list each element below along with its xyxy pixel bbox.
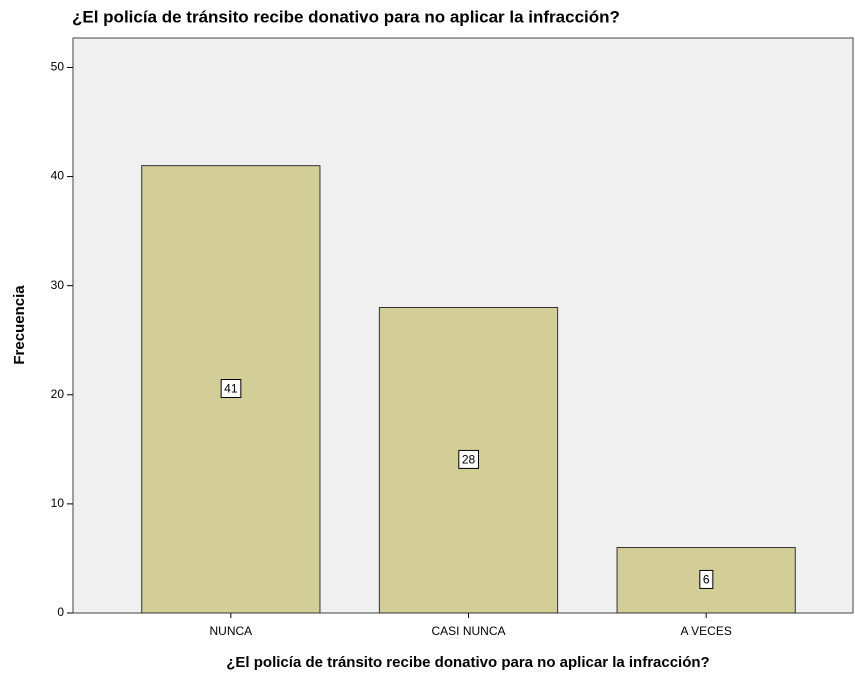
data-label-box	[699, 569, 714, 589]
x-tick-label: A VECES	[680, 624, 731, 638]
data-label-box	[220, 379, 242, 399]
data-label: 6	[703, 572, 710, 586]
chart-title: ¿El policía de tránsito recibe donativo …	[72, 7, 620, 26]
y-tick-label: 50	[51, 60, 65, 74]
x-axis-title: ¿El policía de tránsito recibe donativo …	[226, 654, 709, 671]
x-tick-label: CASI NUNCA	[431, 624, 505, 638]
y-axis-title: Frecuencia	[11, 285, 28, 365]
y-tick-label: 20	[51, 387, 65, 401]
data-label: 28	[462, 452, 476, 466]
data-label-box	[458, 449, 479, 469]
data-label: 41	[224, 382, 238, 396]
y-tick-label: 0	[57, 605, 64, 619]
x-tick-label: NUNCA	[209, 624, 252, 638]
y-tick-label: 40	[51, 169, 65, 183]
y-tick-label: 10	[51, 496, 65, 510]
y-tick-label: 30	[51, 278, 65, 292]
